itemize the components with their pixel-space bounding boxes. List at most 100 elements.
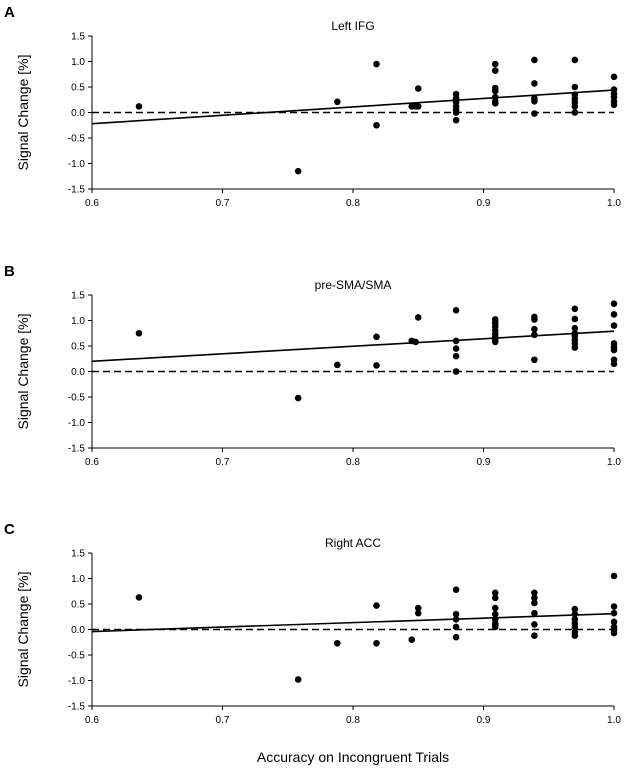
panel-b-data-point [334,361,341,369]
panel-a-regression-line [91,89,615,125]
panel-b-data-point [373,333,380,341]
panel-b-y-tick-label: 0.5 [71,342,85,353]
panel-b-y-tick-label: 1.5 [71,291,85,302]
panel-c-x-tick-label: 0.8 [346,715,360,726]
panel-a-x-tick-label: 0.8 [346,198,360,209]
panel-a-data-point [571,56,579,64]
panel-c-data-point [452,586,460,594]
panel-c-data-point [531,632,538,639]
panel-c-y-tick-label: -0.5 [68,651,86,662]
panel-c-data-point [571,610,579,618]
panel-b-y-axis-label: Signal Change [%] [15,314,31,430]
panel-c-y-axis-label: Signal Change [%] [15,572,31,688]
panel-b-data-point [571,344,579,351]
panel-c-data-point [610,629,618,637]
panel-c-x-tick-label: 0.6 [85,715,99,726]
panel-b-data-point [452,337,460,345]
panel-c-y-tick-label: 0.5 [71,600,85,611]
panel-c-y-tick-label: 1.0 [71,574,85,585]
panel-c-data-point [531,599,538,607]
panel-b-data-point [414,314,422,321]
panel-a-data-point [491,67,499,74]
panel-c-data-point [491,604,499,612]
panel-b-data-point [571,305,579,313]
panel-a: A Left IFG 1.5 1.0 0.5 0.0 -0.5 -1.0 -1.5 0.6 0.7 0… [4,4,621,209]
panel-a-data-point [135,103,143,110]
panel-a-data-point [491,60,499,68]
panel-a-letter: A [4,4,15,21]
panel-a-data-point [452,116,460,124]
panel-a-data-point [414,85,422,92]
panel-a-y-tick-label: 0.0 [71,108,85,119]
panel-b-data-point [412,338,419,346]
panel-c-y-tick-label: 1.5 [71,549,85,560]
panel-a-y-tick-label: 1.0 [71,57,85,68]
panel-a-x-tick-label: 0.7 [216,198,230,209]
panel-b-y-tick-label: 0.0 [71,367,85,378]
panel-c-data-point [452,610,460,618]
panel-c-data-point [491,610,499,618]
panel-b-data-point [531,356,538,364]
panel-a-x-tick-label: 0.9 [477,198,491,209]
panel-b-x-tick-label: 0.9 [477,457,491,468]
panel-a-data-point [452,109,460,116]
panel-a-data-point [373,121,380,129]
figure-x-axis-label: Accuracy on Incongruent Trials [257,749,449,765]
panel-c-data-point [373,602,380,609]
panel-a-data-point [531,110,538,117]
panel-a-data-point [491,100,499,107]
panel-b-data-point [452,368,460,375]
panel-a-data-point [294,167,302,175]
panel-c-data-point [610,609,618,617]
panel-b-x-tick-label: 0.8 [346,457,360,468]
panel-a-y-tick-label: 1.5 [71,32,85,43]
panel-b-data-point [571,315,579,323]
panel-b-regression-line [91,330,615,363]
panel-c-data-point [373,639,380,647]
panel-a-data-point [531,80,538,87]
panel-b-data-point [491,338,499,346]
panel-b-data-point [610,360,618,368]
panel-c-data-point [452,616,460,623]
panel-b-data-point [531,316,538,323]
panel-a-data-point [610,73,618,81]
panel-a-data-point [571,83,579,91]
panel-c-data-point [571,605,579,613]
panel-c-data-point [610,603,618,610]
panel-a-data-point [334,98,341,106]
panel-b-x-tick-label: 0.6 [85,457,99,468]
panel-b-y-tick-label: 1.0 [71,316,85,327]
panel-c-letter: C [4,521,15,538]
panel-a-data-point [491,87,499,95]
panel-a-y-axis-label: Signal Change [%] [15,55,31,171]
panel-c-data-point [531,589,538,597]
panel-b-data-point [610,322,618,329]
panel-a-x-tick-label: 1.0 [607,198,621,209]
panel-c-data-point [414,604,422,612]
panel-b-data-point [452,345,460,352]
panel-a-data-point [571,103,579,110]
panels: A Left IFG 1.5 1.0 0.5 0.0 -0.5 -1.0 -1.5 0.6 0.7 0… [4,4,621,726]
panel-c-data-point [491,589,499,597]
panel-c-x-tick-label: 0.7 [216,715,230,726]
panel-c-x-tick-label: 0.9 [477,715,491,726]
panel-b-data-point [452,352,460,360]
panel-c-y-tick-label: -1.5 [68,702,86,713]
panel-a-title: Left IFG [331,19,374,33]
panel-c-data-point [491,623,499,631]
panel-c-data-point [452,623,460,631]
panel-a-data-point [531,97,538,105]
panel-a-data-point [373,60,380,68]
panel-a-y-tick-label: 0.5 [71,83,85,94]
panel-c-data-point [294,676,302,683]
panel-a-data-point [414,103,422,110]
panel-c-data-point [135,594,143,601]
panel-b-title: pre-SMA/SMA [315,278,392,292]
panel-c-data-point [334,639,341,647]
panel-a-data-point [531,56,538,64]
panel-b-y-tick-label: -1.5 [68,444,86,455]
panel-b-letter: B [4,263,15,280]
panel-c-data-point [531,594,538,602]
panel-b-data-point [610,346,618,354]
